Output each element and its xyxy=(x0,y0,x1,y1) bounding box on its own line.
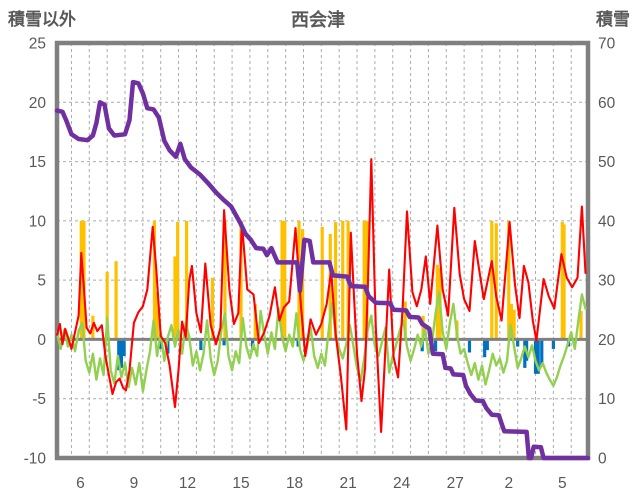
right-axis-title: 積雪 xyxy=(596,10,630,29)
x-axis-tick-label: 12 xyxy=(179,475,196,492)
x-axis-tick-label: 18 xyxy=(286,475,303,492)
orange-bars-bar xyxy=(114,261,118,340)
right-axis-tick-label: 10 xyxy=(598,391,616,408)
right-axis-tick-label: 70 xyxy=(598,36,616,53)
right-axis-tick-label: 30 xyxy=(598,273,616,290)
right-axis-tick-label: 0 xyxy=(598,451,607,468)
orange-bars-bar xyxy=(223,220,227,340)
orange-bars-bar xyxy=(283,220,287,340)
orange-bars-bar xyxy=(184,220,189,340)
blue-bars-bar xyxy=(516,339,520,347)
blue-bars-bar xyxy=(485,339,489,351)
left-axis-tick-label: 25 xyxy=(29,36,46,53)
left-axis-tick-label: 15 xyxy=(29,154,46,171)
left-axis-tick-label: 5 xyxy=(37,273,46,290)
left-axis-tick-label: -10 xyxy=(24,451,47,468)
orange-bars-bar xyxy=(152,220,157,340)
x-axis-tick-label: 5 xyxy=(558,475,567,492)
orange-bars-bar xyxy=(155,292,159,340)
right-axis-tick-label: 20 xyxy=(598,332,616,349)
left-axis-tick-label: 10 xyxy=(29,213,47,230)
orange-bars-bar xyxy=(494,223,498,340)
orange-bars-bar xyxy=(253,303,257,340)
orange-bars-bar xyxy=(105,271,109,340)
chart-title: 西会津 xyxy=(291,10,345,30)
orange-bars-bar xyxy=(79,220,83,340)
blue-bars-bar xyxy=(159,339,163,349)
blue-bars-bar xyxy=(483,339,487,358)
left-axis-tick-label: -5 xyxy=(32,391,46,408)
blue-bars-bar xyxy=(119,339,124,368)
orange-bars-bar xyxy=(512,309,516,340)
orange-bars-bar xyxy=(334,222,338,340)
orange-bars-bar xyxy=(560,222,564,340)
blue-bars-bar xyxy=(536,339,540,374)
left-axis-tick-label: 20 xyxy=(29,95,47,112)
orange-bars-bar xyxy=(490,220,494,340)
blue-bars-bar xyxy=(122,339,126,357)
orange-bars-bar xyxy=(362,220,366,340)
x-axis-tick-label: 9 xyxy=(130,475,139,492)
orange-bars-bar xyxy=(176,222,180,340)
x-axis-tick-label: 15 xyxy=(232,475,249,492)
orange-bars-bar xyxy=(421,315,425,340)
orange-bars-bar xyxy=(562,224,566,340)
orange-bars-bar xyxy=(239,220,243,340)
plot-border xyxy=(54,40,591,461)
x-axis-tick-label: 2 xyxy=(504,475,513,492)
x-axis-tick-label: 6 xyxy=(76,475,85,492)
blue-bars-bar xyxy=(540,339,544,366)
blue-bars-bar xyxy=(199,339,203,351)
blue-bars-bar xyxy=(433,339,438,352)
right-axis-tick-label: 50 xyxy=(598,154,616,171)
blue-bars-bar xyxy=(467,339,472,353)
orange-bars-bar xyxy=(320,226,324,340)
blue-bars-bar xyxy=(222,339,226,346)
orange-bars-bar xyxy=(365,220,369,340)
left-axis-title: 積雪以外 xyxy=(8,10,76,29)
orange-bars-bar xyxy=(509,303,514,340)
orange-bars-bar xyxy=(507,220,511,340)
blue-bars-bar xyxy=(166,339,170,354)
x-axis-tick-label: 27 xyxy=(447,475,464,492)
orange-bars-bar xyxy=(403,301,407,340)
blue-bars-bar xyxy=(117,339,121,371)
series-green-line xyxy=(55,290,587,393)
right-axis-tick-label: 60 xyxy=(598,95,616,112)
blue-bars-bar xyxy=(523,339,527,368)
x-axis-tick-label: 24 xyxy=(393,475,411,492)
orange-bars-bar xyxy=(280,220,284,340)
left-axis-tick-label: 0 xyxy=(37,332,46,349)
orange-bars-bar xyxy=(210,277,215,340)
orange-bars-bar xyxy=(341,220,345,340)
orange-bars-bar xyxy=(579,310,583,340)
right-axis-tick-label: 40 xyxy=(598,213,616,230)
series-purple-line xyxy=(54,79,591,461)
x-axis-tick-label: 21 xyxy=(339,475,356,492)
orange-bars-bar xyxy=(328,233,332,340)
orange-bars-bar xyxy=(173,256,177,340)
blue-bars-bar xyxy=(551,339,555,349)
